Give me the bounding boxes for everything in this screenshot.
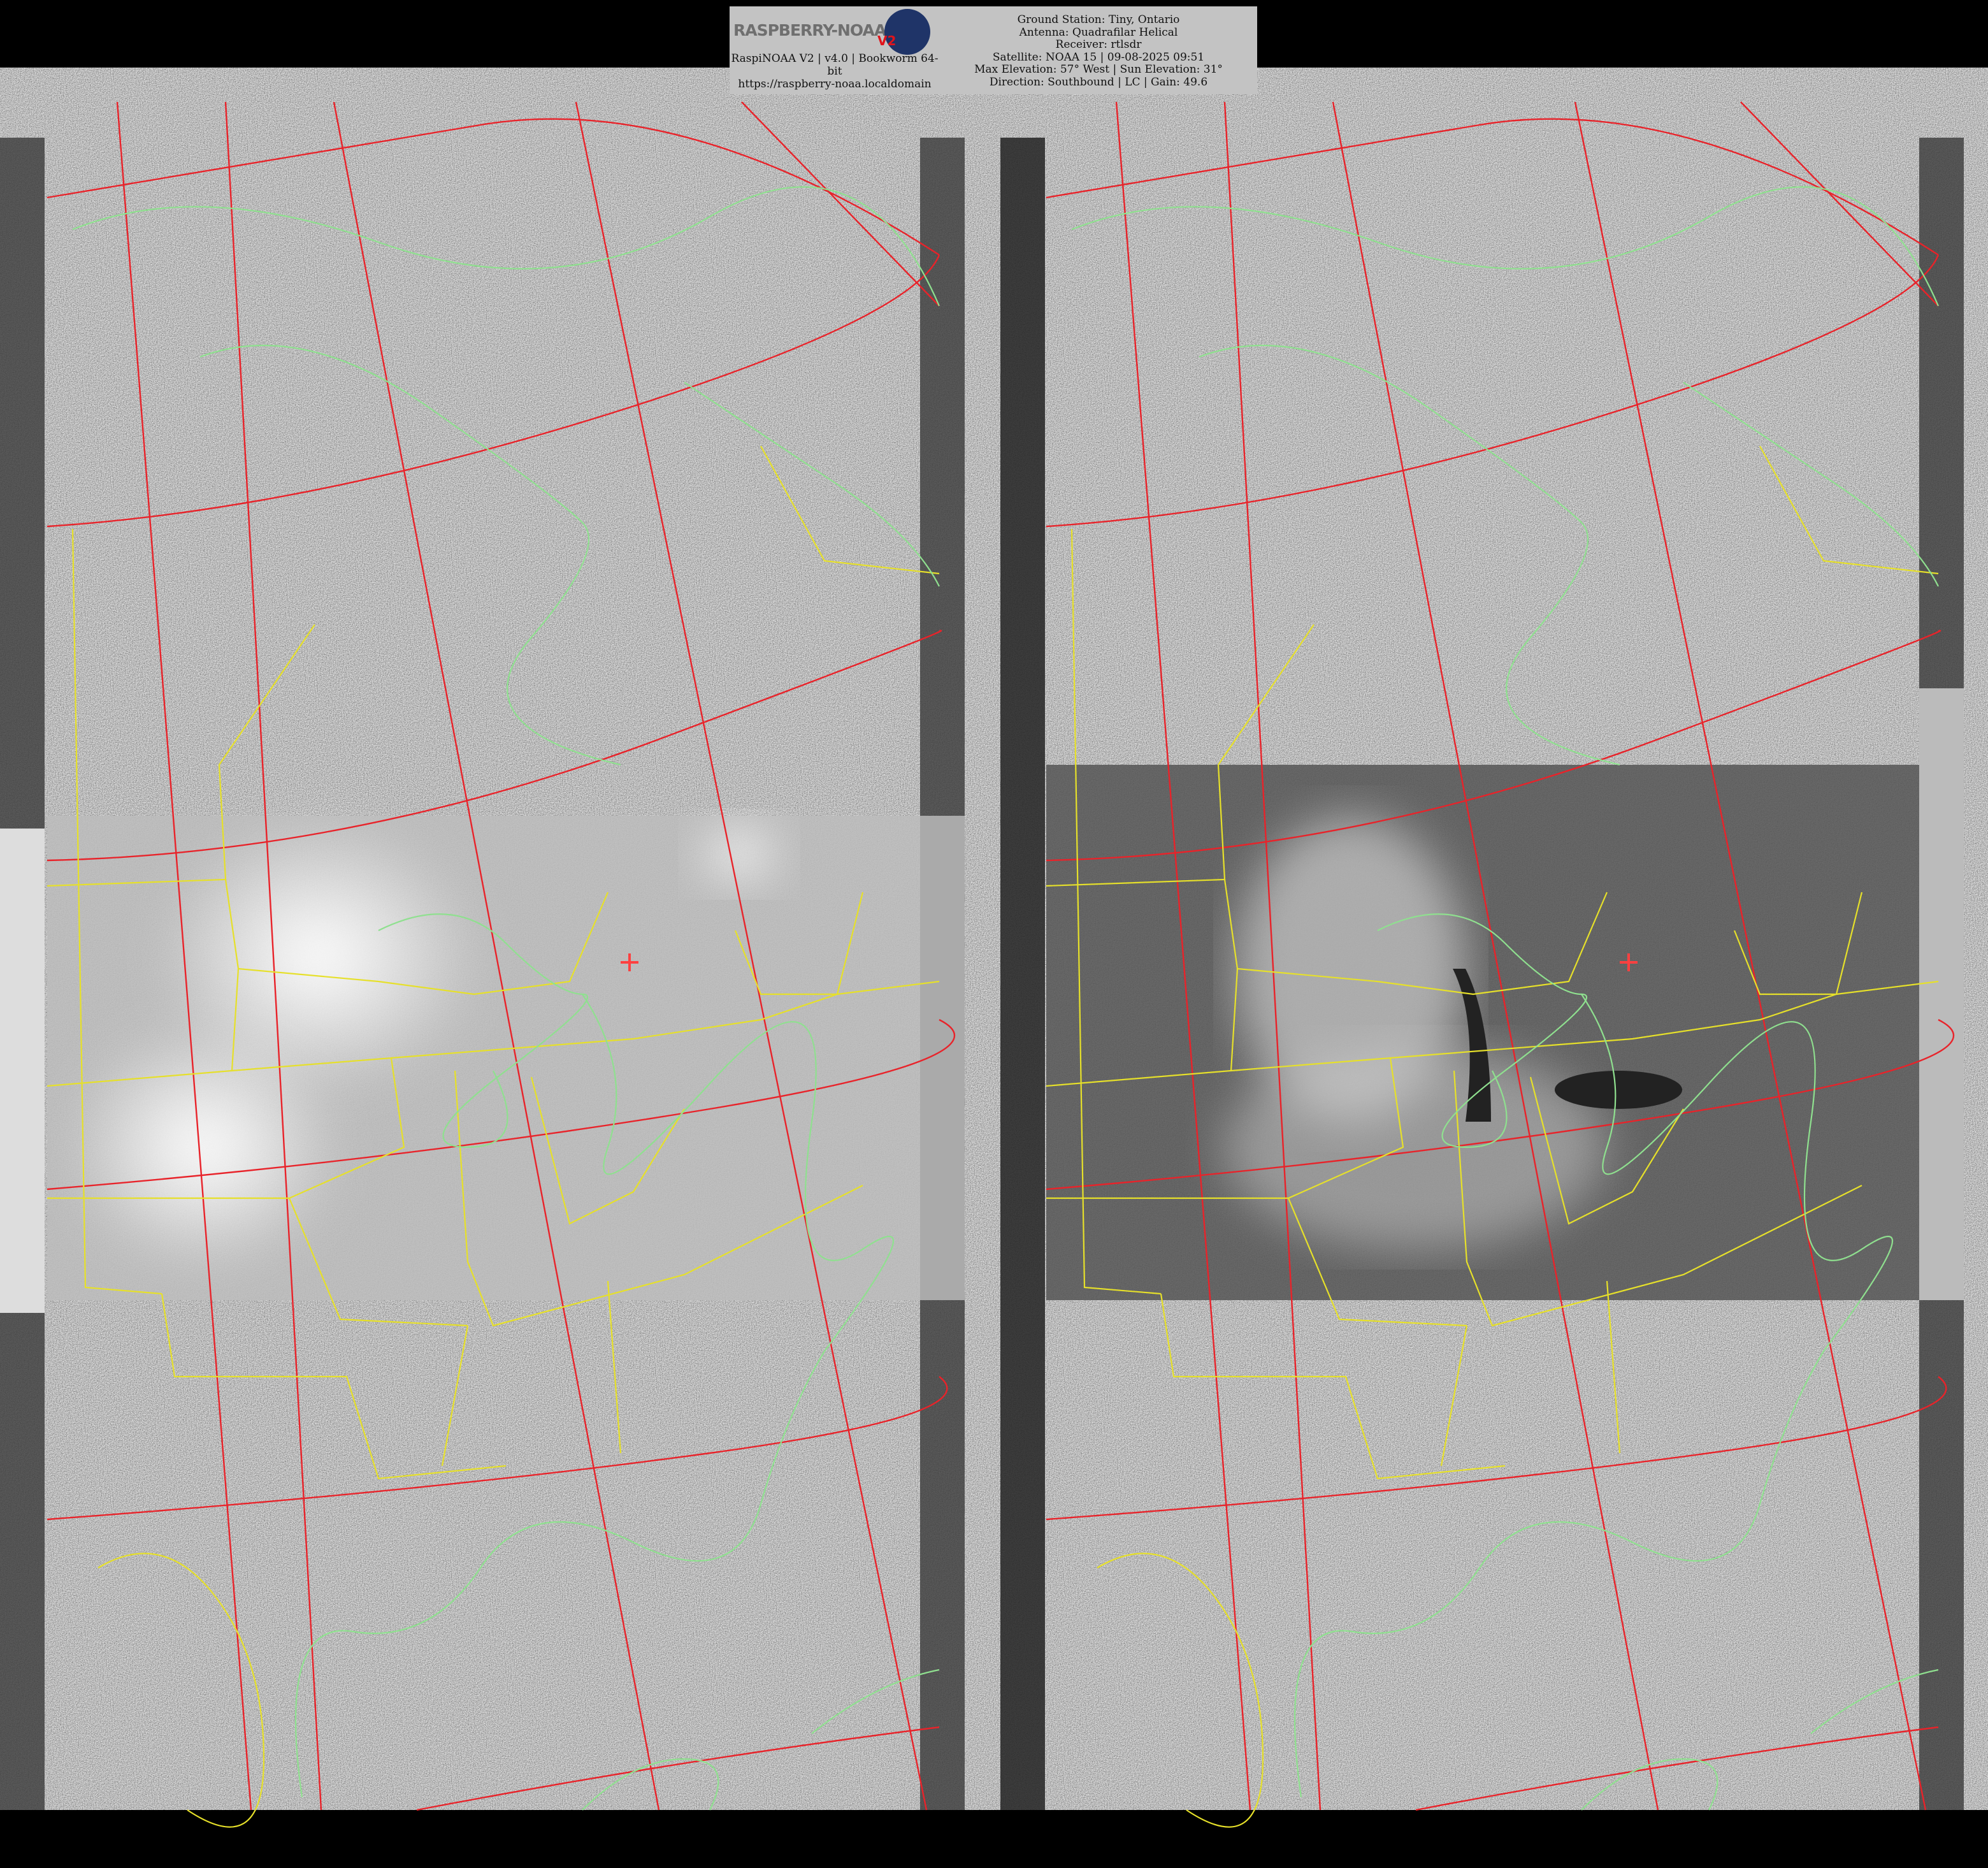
station-marker-icon bbox=[1620, 953, 1638, 971]
station-url: https://raspberry-noaa.localdomain bbox=[738, 78, 932, 91]
direction-gain: Direction: Southbound | LC | Gain: 49.6 bbox=[989, 75, 1208, 89]
elevation: Max Elevation: 57° West | Sun Elevation:… bbox=[974, 63, 1223, 76]
panel-channel-b bbox=[1000, 101, 1964, 1828]
raspberry-noaa-logo: RASPBERRY-NOAA V2 bbox=[730, 6, 940, 55]
pass-info-header: RASPBERRY-NOAA V2 RaspiNOAA V2 | v4.0 | … bbox=[730, 6, 1257, 94]
logo-text: RASPBERRY-NOAA bbox=[733, 21, 886, 40]
receiver: Receiver: rtlsdr bbox=[1055, 38, 1142, 51]
logo-badge: V2 bbox=[877, 33, 897, 48]
satellite-pass: Satellite: NOAA 15 | 09-08-2025 09:51 bbox=[992, 50, 1205, 64]
ground-station: Ground Station: Tiny, Ontario bbox=[1017, 13, 1180, 26]
antenna: Antenna: Quadrafilar Helical bbox=[1019, 25, 1178, 39]
panel-channel-a bbox=[0, 101, 965, 1828]
satellite-icon bbox=[884, 9, 930, 55]
software-version: RaspiNOAA V2 | v4.0 | Bookworm 64-bit bbox=[731, 52, 939, 78]
pass-details: Ground Station: Tiny, Ontario Antenna: Q… bbox=[940, 6, 1257, 94]
station-marker-icon bbox=[621, 953, 638, 971]
software-info: RASPBERRY-NOAA V2 RaspiNOAA V2 | v4.0 | … bbox=[730, 6, 940, 94]
